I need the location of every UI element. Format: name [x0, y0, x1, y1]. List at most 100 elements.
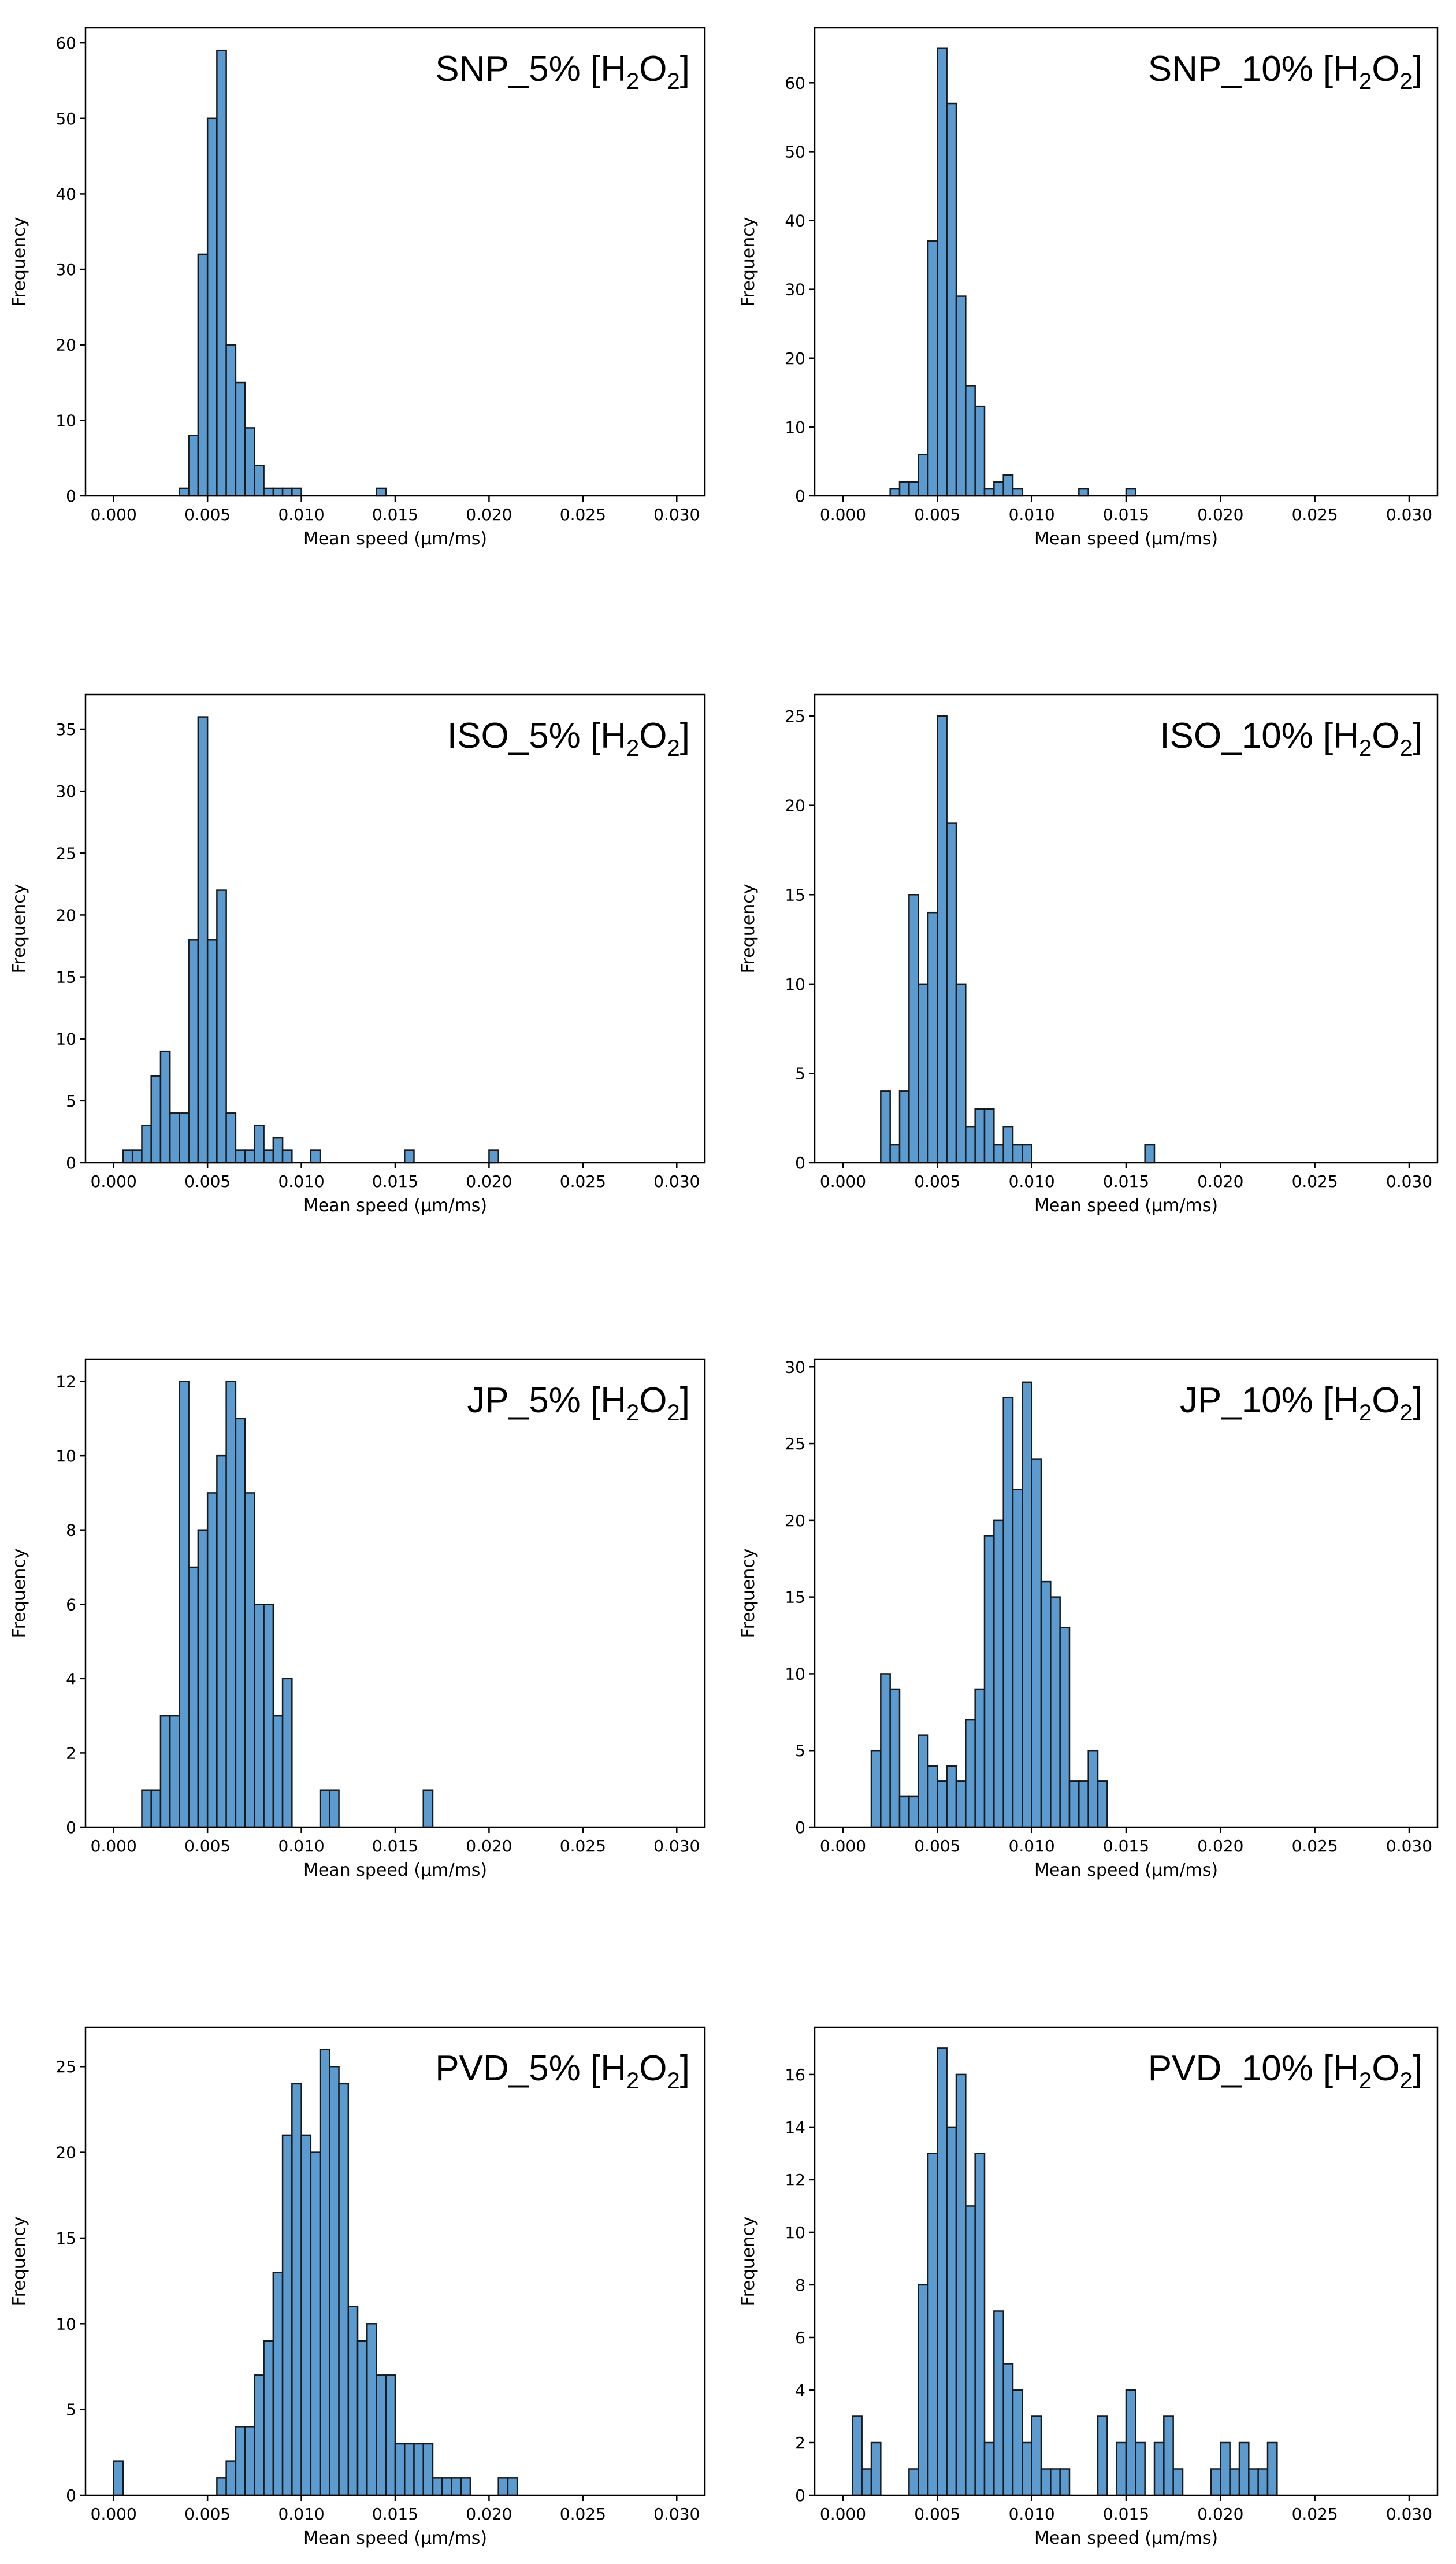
- panel-title: JP_5% [H2O2]: [467, 1381, 690, 1426]
- histogram-bar: [1012, 1144, 1023, 1164]
- histogram-bar: [141, 1125, 152, 1164]
- title-text: ]: [1413, 1381, 1422, 1420]
- title-subscript: 2: [1400, 69, 1413, 94]
- histogram-bar: [179, 1112, 190, 1164]
- y-tick-label: 12: [785, 2170, 805, 2190]
- histogram-bar: [272, 1715, 284, 1828]
- y-tick-label: 0: [66, 487, 76, 506]
- histogram-bar: [983, 1108, 995, 1164]
- x-axis-label: Mean speed (μm/ms): [1034, 1860, 1218, 1880]
- histogram-bar: [880, 1090, 891, 1164]
- histogram-bar: [281, 1149, 293, 1164]
- y-tick-label: 30: [55, 260, 76, 279]
- histogram-bar: [1172, 2468, 1184, 2496]
- panel-jp-10pct: 0.000 0.005 0.010 0.015 0.020 0.025 0.030 0 5 10 1…: [738, 1357, 1439, 1880]
- histogram-bar: [937, 1780, 948, 1828]
- x-tick-label: 0.005: [914, 1836, 960, 1856]
- histogram-bar: [497, 2477, 509, 2496]
- panel-title: SNP_10% [H2O2]: [1148, 49, 1422, 94]
- histogram-bar: [254, 1604, 265, 1828]
- x-tick-label: 0.005: [914, 1172, 960, 1191]
- x-tick-label: 0.000: [91, 2504, 137, 2524]
- histogram-bar: [852, 2415, 863, 2496]
- histogram-bar: [356, 2340, 368, 2496]
- histogram-bar: [946, 102, 957, 497]
- y-tick-label: 14: [785, 2118, 805, 2137]
- y-axis-label: Frequency: [738, 217, 759, 307]
- histogram-bar: [1012, 1489, 1023, 1828]
- y-tick-label: 0: [795, 2486, 805, 2505]
- plot-frame: [84, 693, 706, 1164]
- y-tick-label: 0: [66, 2486, 76, 2505]
- histogram-bar: [254, 2374, 265, 2496]
- histogram-bar: [376, 487, 387, 497]
- histogram-bar: [197, 253, 209, 497]
- histogram-bar: [197, 716, 209, 1164]
- x-tick-label: 0.005: [184, 1172, 231, 1191]
- histogram-bar: [216, 889, 227, 1164]
- title-text: ISO_5% [H: [447, 716, 626, 756]
- histogram-bar: [974, 1688, 986, 1828]
- x-tick-label: 0.000: [820, 1172, 866, 1191]
- y-tick-label: 0: [795, 487, 805, 506]
- panel-pvd-5pct: 0.000 0.005 0.010 0.015 0.020 0.025 0.030 0 5 10 1…: [9, 2026, 706, 2548]
- histogram-bar: [1144, 1144, 1156, 1164]
- histogram-bar: [225, 2460, 237, 2496]
- histogram-bar: [898, 1090, 910, 1164]
- histogram-bar: [254, 465, 265, 497]
- histogram-bar: [974, 2153, 986, 2496]
- histogram-bar: [235, 1149, 246, 1164]
- histogram-bar: [319, 2049, 330, 2496]
- y-tick-label: 20: [785, 1511, 805, 1530]
- y-tick-label: 6: [795, 2328, 805, 2347]
- panel-snp-10pct: 0.000 0.005 0.010 0.015 0.020 0.025 0.030 0 10 20…: [738, 27, 1439, 549]
- title-subscript: 2: [1359, 736, 1372, 761]
- x-tick-label: 0.010: [1009, 1836, 1055, 1856]
- title-text: O: [1372, 716, 1399, 756]
- histogram-bar: [974, 405, 986, 497]
- histogram-bar: [376, 2374, 387, 2496]
- title-subscript: 2: [626, 2068, 639, 2094]
- histogram-bar: [263, 2340, 274, 2496]
- x-tick-label: 0.000: [91, 1836, 137, 1856]
- histogram-bar: [141, 1789, 152, 1828]
- title-subscript: 2: [1359, 69, 1372, 94]
- y-tick-label: 8: [795, 2276, 805, 2295]
- title-text: ]: [1413, 716, 1422, 756]
- histogram-bar: [432, 2477, 443, 2496]
- histogram-bar: [1031, 2415, 1042, 2496]
- plot-frame: [814, 1358, 1439, 1828]
- y-tick-label: 15: [55, 968, 76, 987]
- y-tick-label: 4: [66, 1669, 76, 1689]
- histogram-bar: [927, 1765, 938, 1828]
- y-tick-label: 10: [785, 2223, 805, 2242]
- y-tick-label: 5: [795, 1064, 805, 1083]
- histogram-bar: [197, 1529, 209, 1828]
- histogram-bar: [403, 2443, 415, 2496]
- title-text: O: [639, 2049, 667, 2088]
- histogram-bar: [1022, 1381, 1032, 1828]
- panel-pvd-10pct: 0.000 0.005 0.010 0.015 0.020 0.025 0.030 0 2 4 6 8…: [738, 2026, 1439, 2548]
- histogram-bar: [965, 1126, 976, 1164]
- histogram-bar: [1022, 1144, 1032, 1164]
- x-tick-label: 0.030: [653, 1836, 700, 1856]
- histogram-bar: [188, 435, 199, 497]
- y-tick-label: 15: [785, 885, 805, 904]
- histogram-bar: [1153, 2441, 1165, 2496]
- x-tick-label: 0.005: [914, 2504, 960, 2524]
- histogram-bar: [880, 1673, 891, 1828]
- title-text: PVD_10% [H: [1148, 2049, 1359, 2088]
- histogram-bar: [955, 983, 967, 1164]
- histogram-bar: [946, 822, 957, 1164]
- panel-iso-5pct: 0.000 0.005 0.010 0.015 0.020 0.025 0.030 0 5 10 1…: [9, 693, 706, 1216]
- y-tick-label: 20: [55, 2143, 76, 2162]
- histogram-bar: [1097, 1780, 1108, 1828]
- x-tick-label: 0.015: [372, 1836, 418, 1856]
- x-tick-label: 0.025: [1292, 1836, 1338, 1856]
- panel-title: PVD_10% [H2O2]: [1148, 2049, 1422, 2094]
- histogram-bar: [993, 1519, 1004, 1828]
- x-tick-label: 0.025: [560, 1172, 606, 1191]
- y-tick-label: 12: [55, 1372, 76, 1392]
- histogram-bar: [927, 240, 938, 497]
- panel-title: JP_10% [H2O2]: [1180, 1381, 1422, 1426]
